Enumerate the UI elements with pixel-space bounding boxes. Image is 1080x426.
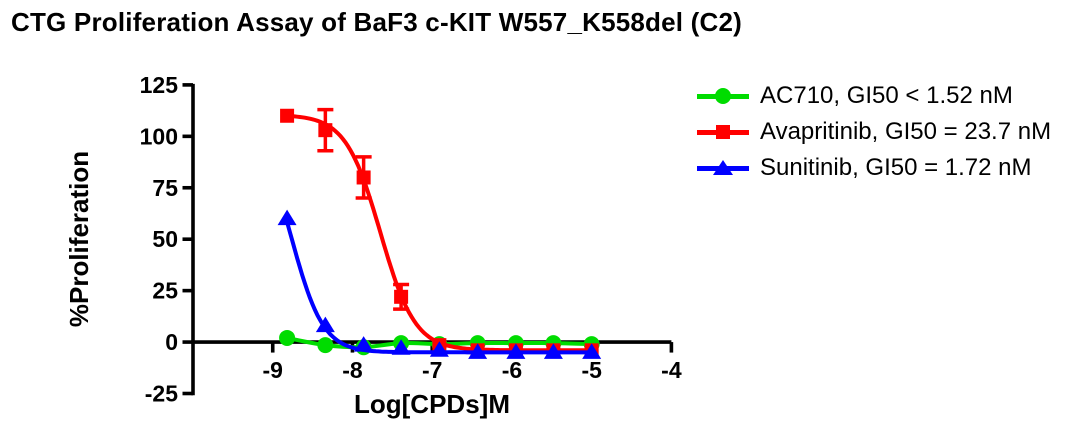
data-point-triangle [354, 336, 374, 352]
y-tick-label: 100 [140, 123, 178, 149]
triangle-marker-icon [713, 160, 733, 175]
data-point-triangle [582, 343, 602, 359]
y-axis-title: %Proliferation [64, 151, 94, 327]
x-tick-label: -4 [661, 357, 682, 383]
data-point-circle [279, 329, 296, 346]
data-point-square [280, 108, 295, 123]
circle-marker-icon [715, 88, 731, 104]
x-tick-label: -5 [581, 357, 602, 383]
y-tick-label: 25 [152, 278, 178, 304]
chart-title: CTG Proliferation Assay of BaF3 c-KIT W5… [11, 7, 743, 37]
series-layer [277, 107, 602, 359]
x-tick-label: -8 [342, 357, 363, 383]
fit-curve [285, 220, 594, 355]
data-point-triangle [506, 343, 526, 359]
data-point-square [356, 170, 371, 185]
legend: AC710, GI50 < 1.52 nM Avapritinib, GI50 … [697, 78, 1051, 186]
legend-label-ac710: AC710, GI50 < 1.52 nM [760, 82, 1013, 109]
x-tick-label: -7 [422, 357, 442, 383]
x-tick-label: -9 [263, 357, 283, 383]
data-point-triangle [429, 341, 449, 357]
legend-label-avapritinib: Avapritinib, GI50 = 23.7 nM [760, 118, 1052, 145]
data-point-square [394, 289, 409, 304]
sunitinib-swatch [697, 158, 749, 178]
data-point-triangle [468, 343, 488, 359]
axes: 125 100 75 50 25 0 -25 -9 -8 -7 -6 -5 -4 [140, 72, 682, 407]
square-marker-icon [716, 125, 730, 139]
y-tick-label: -25 [145, 381, 178, 407]
y-tick-label: 125 [140, 72, 179, 98]
series-sunitinib [277, 209, 602, 359]
legend-label-sunitinib: Sunitinib, GI50 = 1.72 nM [760, 154, 1032, 181]
y-tick-label: 50 [152, 226, 178, 252]
data-point-circle [317, 337, 334, 354]
x-axis-title: Log[CPDs]M [354, 389, 510, 419]
data-point-triangle [277, 209, 297, 226]
series-avapritinib [280, 107, 599, 358]
data-point-triangle [315, 316, 335, 333]
data-point-triangle [391, 339, 411, 355]
x-tick-label: -6 [502, 357, 522, 383]
ac710-swatch [697, 86, 749, 106]
avapritinib-swatch [697, 122, 749, 142]
y-tick-label: 0 [165, 329, 178, 355]
data-point-triangle [543, 343, 563, 359]
legend-row-avapritinib: Avapritinib, GI50 = 23.7 nM [697, 114, 1051, 150]
data-point-square [318, 123, 333, 138]
legend-row-ac710: AC710, GI50 < 1.52 nM [697, 78, 1051, 114]
y-tick-label: 75 [152, 175, 178, 201]
legend-row-sunitinib: Sunitinib, GI50 = 1.72 nM [697, 150, 1051, 186]
